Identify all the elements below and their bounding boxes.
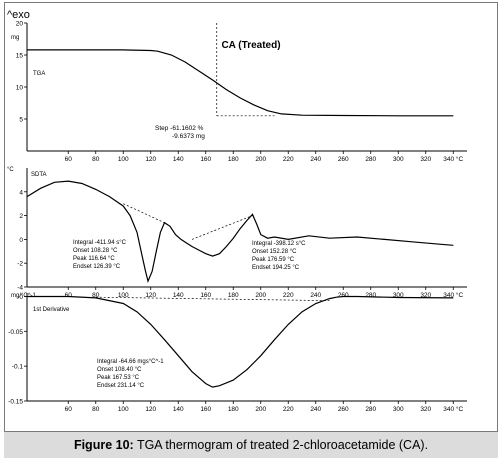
x-tick-label: 100 — [118, 292, 129, 299]
x-tick-label: 220 — [283, 406, 294, 413]
y-tick-label: 15 — [16, 53, 24, 60]
y-tick-label: 4 — [19, 189, 23, 196]
x-tick-label: 160 — [200, 406, 211, 413]
annotation-line: Onset 152.28 °C — [252, 249, 297, 255]
y-tick-label: -0 — [17, 294, 23, 301]
x-tick-label: 300 — [393, 156, 404, 163]
caption-label: Figure 10: — [73, 438, 134, 452]
chart-title: CA (Treated) — [221, 40, 280, 51]
x-tick-label: 180 — [228, 156, 239, 163]
x-tick-label: 260 — [338, 406, 349, 413]
x-tick-label: 120 — [145, 292, 156, 299]
x-tick-label: 180 — [228, 292, 239, 299]
y-tick-label: 20 — [16, 21, 24, 28]
annotation-line: Step -61.1602 % — [155, 125, 204, 132]
x-tick-label: 160 — [200, 292, 211, 299]
x-tick-label: 260 — [338, 292, 349, 299]
series-line-1st-derivative — [27, 295, 454, 388]
derivative-baseline — [95, 296, 330, 302]
series-label: TGA — [33, 71, 45, 77]
x-tick-label: 260 — [338, 156, 349, 163]
x-tick-label: 60 — [65, 406, 73, 413]
x-tick-label: 340 °C — [443, 291, 463, 299]
annotation-line: Integral -411.94 s°C — [73, 240, 127, 246]
x-tick-label: 80 — [92, 156, 100, 163]
x-tick-label: 340 °C — [443, 405, 463, 413]
x-tick-label: 80 — [92, 406, 100, 413]
x-tick-label: 200 — [255, 406, 266, 413]
x-tick-label: 100 — [118, 406, 129, 413]
caption-text: TGA thermogram of treated 2-chloroacetam… — [136, 438, 429, 452]
y-tick-label: -2 — [17, 261, 23, 268]
x-tick-label: 240 — [310, 292, 321, 299]
x-tick-label: 320 — [420, 156, 431, 163]
annotation-line: Endset 194.25 °C — [252, 265, 300, 271]
x-tick-label: 240 — [310, 406, 321, 413]
annotation-line: Onset 108.40 °C — [97, 367, 142, 373]
y-tick-label: 0 — [19, 237, 23, 244]
y-tick-label: -0.1 — [12, 364, 24, 371]
x-tick-label: 180 — [228, 406, 239, 413]
y-tick-label: -0.15 — [8, 399, 23, 406]
figure-caption: Figure 10: TGA thermogram of treated 2-c… — [4, 432, 498, 458]
y-axis-label: °C — [7, 167, 14, 173]
y-tick-label: 5 — [19, 117, 23, 124]
x-tick-label: 220 — [283, 292, 294, 299]
annotation-line: Endset 126.39 °C — [73, 264, 121, 270]
annotation-line: Integral -64.66 mgs°C^-1 — [97, 359, 164, 365]
peak1-baseline — [123, 203, 165, 224]
x-tick-label: 300 — [393, 292, 404, 299]
annotation-line: Integral -398.12 s°C — [252, 241, 306, 247]
x-tick-label: 140 — [173, 156, 184, 163]
x-tick-label: 140 — [173, 406, 184, 413]
thermogram-frame: ^exo CA (Treated) mg 20 15 10 5 60 80 100 120 140… — [4, 2, 498, 432]
annotation-line: Onset 108.28 °C — [73, 248, 118, 254]
x-tick-label: 280 — [365, 406, 376, 413]
series-line-sdta — [26, 180, 454, 283]
y-tick-label: -4 — [17, 285, 23, 292]
x-tick-label: 80 — [92, 292, 100, 299]
series-label: SDTA — [31, 172, 47, 178]
x-tick-label: 300 — [393, 406, 404, 413]
annotation-line: Peak 167.53 °C — [97, 375, 140, 381]
x-tick-label: 160 — [200, 156, 211, 163]
x-tick-label: 320 — [420, 292, 431, 299]
x-tick-label: 60 — [65, 156, 73, 163]
x-tick-label: 320 — [420, 406, 431, 413]
annotation-line: Endset 231.14 °C — [97, 383, 145, 389]
x-tick-label: 240 — [310, 156, 321, 163]
annotation-line: Peak 116.64 °C — [73, 256, 115, 262]
x-tick-label: 200 — [255, 292, 266, 299]
x-tick-label: 120 — [145, 406, 156, 413]
x-tick-label: 200 — [255, 156, 266, 163]
x-tick-label: 280 — [365, 156, 376, 163]
x-tick-label: 340 °C — [443, 155, 463, 163]
x-tick-label: 60 — [65, 292, 73, 299]
annotation-line: Peak 176.59 °C — [252, 257, 295, 263]
x-tick-label: 120 — [145, 156, 156, 163]
series-line-tga — [27, 49, 454, 117]
y-axis-label: mg/°C^-1 — [11, 293, 37, 299]
series-label: 1st Derivative — [33, 307, 70, 313]
x-tick-label: 100 — [118, 156, 129, 163]
x-tick-label: 140 — [173, 292, 184, 299]
y-tick-label: 10 — [16, 85, 24, 92]
exo-label: ^exo — [7, 9, 30, 21]
annotation-line: -9.6373 mg — [172, 133, 205, 140]
peak2-baseline — [191, 215, 253, 240]
y-axis-label: mg — [11, 35, 19, 41]
x-tick-label: 280 — [365, 292, 376, 299]
y-tick-label: -0.05 — [8, 329, 23, 336]
y-tick-label: 2 — [19, 213, 23, 220]
x-tick-label: 220 — [283, 156, 294, 163]
